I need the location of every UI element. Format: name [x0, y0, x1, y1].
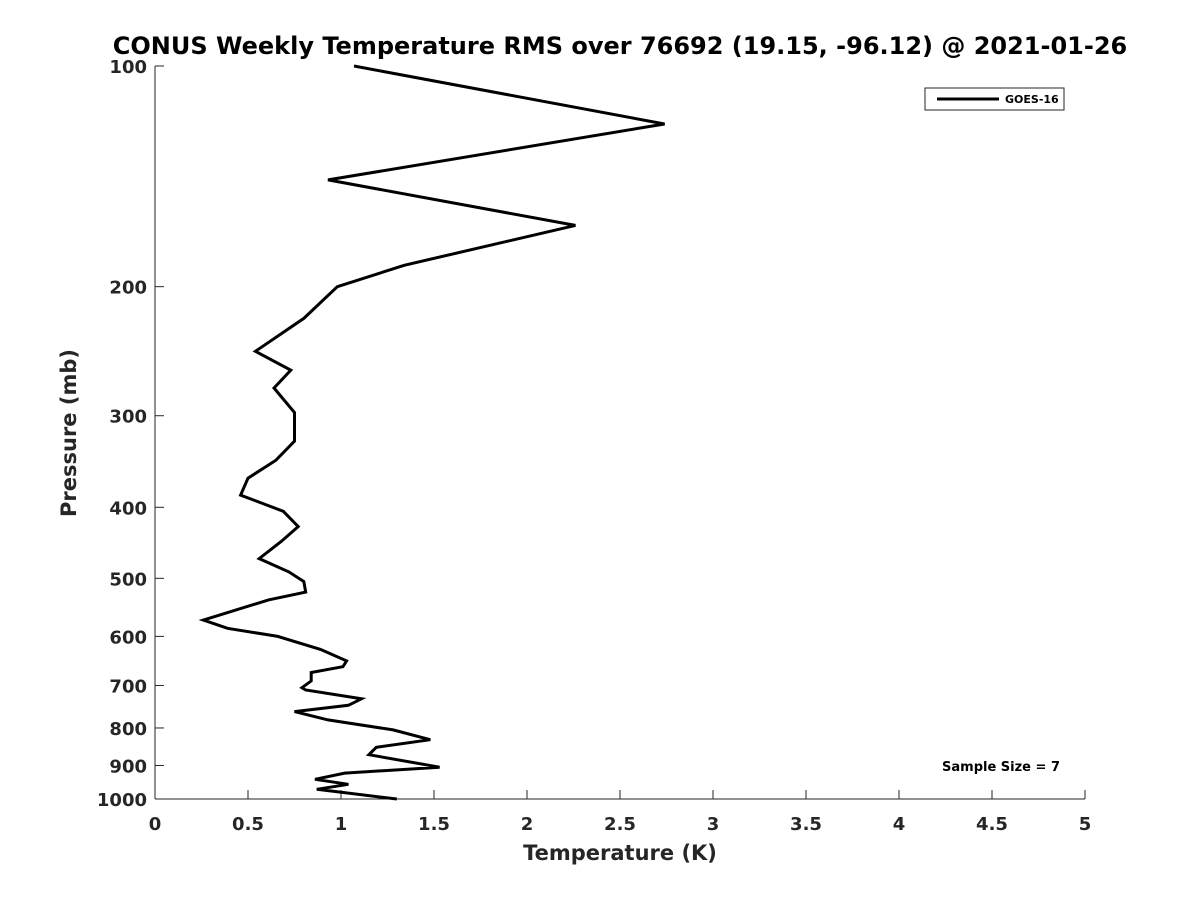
- x-axis-ticks: 0 0.5 1 1.5 2 2.5 3 3.5 4 4.5 5: [149, 790, 1092, 835]
- x-tick-label: 3.5: [790, 814, 822, 835]
- x-tick-label: 3: [707, 814, 720, 835]
- x-tick-label: 5: [1079, 814, 1092, 835]
- legend: GOES-16: [924, 87, 1065, 111]
- y-tick-label: 100: [109, 57, 147, 78]
- y-tick-label: 500: [109, 569, 147, 590]
- x-tick-label: 1.5: [418, 814, 450, 835]
- y-tick-label: 700: [109, 676, 147, 697]
- series-layer: [198, 64, 665, 801]
- x-tick-label: 2.5: [604, 814, 636, 835]
- y-tick-label: 600: [109, 627, 147, 648]
- y-axis-ticks: 100 200 300 400 500 600 700 800 900 1000: [97, 57, 164, 811]
- y-tick-label: 1000: [97, 790, 147, 811]
- x-tick-label: 2: [521, 814, 534, 835]
- y-tick-label: 800: [109, 719, 147, 740]
- y-axis-label: Pressure (mb): [57, 349, 81, 517]
- series-line-goes-16: [198, 64, 665, 801]
- y-tick-label: 300: [109, 407, 147, 428]
- x-tick-label: 0: [149, 814, 162, 835]
- sample-size-annotation: Sample Size = 7: [942, 760, 1060, 775]
- x-axis-label: Temperature (K): [523, 841, 717, 865]
- x-tick-label: 1: [335, 814, 348, 835]
- x-tick-label: 4.5: [976, 814, 1008, 835]
- x-tick-label: 0.5: [232, 814, 264, 835]
- y-tick-label: 900: [109, 756, 147, 777]
- plot-area: 0 0.5 1 1.5 2 2.5 3 3.5 4 4.5 5 100 200 300 400 500 600…: [97, 57, 1091, 835]
- y-tick-label: 400: [109, 498, 147, 519]
- chart-title: CONUS Weekly Temperature RMS over 76692 …: [113, 32, 1127, 60]
- y-tick-label: 200: [109, 278, 147, 299]
- x-tick-label: 4: [893, 814, 906, 835]
- legend-label-goes-16: GOES-16: [1005, 93, 1059, 106]
